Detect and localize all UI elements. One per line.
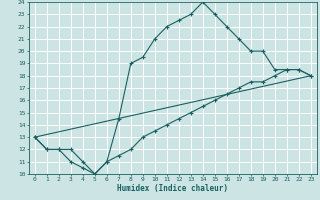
X-axis label: Humidex (Indice chaleur): Humidex (Indice chaleur) [117, 184, 228, 193]
